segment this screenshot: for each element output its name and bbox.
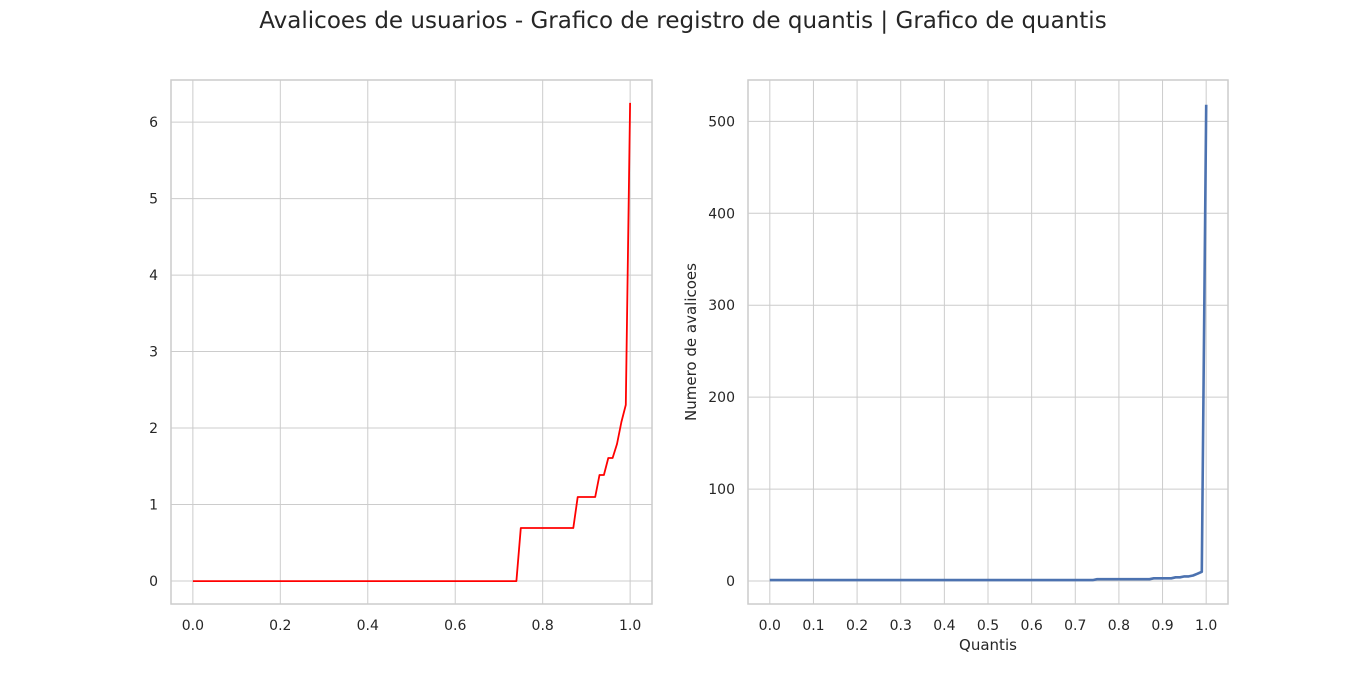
right-y-tick-label: 0: [726, 574, 735, 590]
left-x-tick-label: 0.0: [182, 618, 204, 634]
right-chart-quantile: 0.0 0.1 0.2 0.3 0.4 0.5 0.6 0.7 0.8 0.9 1.0 0 100 200…: [682, 79, 1229, 654]
right-x-tick-label: 0.5: [977, 618, 999, 634]
left-x-tick-label: 0.4: [357, 618, 379, 634]
right-plot-frame: [747, 79, 1229, 605]
figure-title: Avalicoes de usuarios - Grafico de regis…: [259, 8, 1107, 34]
left-y-tick-label: 6: [149, 115, 158, 131]
left-y-tick-label: 2: [149, 421, 158, 437]
right-y-tick-label: 500: [708, 114, 735, 130]
left-y-tick-label: 1: [149, 498, 158, 514]
left-chart-quantile-log: 0.0 0.2 0.4 0.6 0.8 1.0 0 1 2 3 4 5 6: [149, 79, 653, 634]
right-x-tick-label: 0.0: [759, 618, 781, 634]
left-plot-frame: [170, 79, 653, 605]
right-x-tick-label: 0.6: [1021, 618, 1043, 634]
left-x-tick-label: 0.2: [269, 618, 291, 634]
right-x-tick-label: 0.1: [802, 618, 824, 634]
right-x-tick-label: 1.0: [1195, 618, 1217, 634]
left-y-tick-label: 3: [149, 345, 158, 361]
right-x-tick-label: 0.8: [1108, 618, 1130, 634]
right-y-axis-title: Numero de avalicoes: [682, 263, 700, 421]
right-x-tick-label: 0.2: [846, 618, 868, 634]
right-series-line: [769, 104, 1208, 582]
left-x-tick-label: 1.0: [619, 618, 641, 634]
right-y-tick-label: 400: [708, 206, 735, 222]
left-x-tick-label: 0.6: [444, 618, 466, 634]
right-y-tick-label: 200: [708, 390, 735, 406]
left-series-line: [192, 102, 631, 582]
left-y-tick-label: 4: [149, 268, 158, 284]
right-x-tick-label: 0.7: [1064, 618, 1086, 634]
right-y-tick-label: 100: [708, 482, 735, 498]
right-x-tick-label: 0.3: [890, 618, 912, 634]
right-x-tick-label: 0.4: [933, 618, 955, 634]
right-x-tick-label: 0.9: [1151, 618, 1173, 634]
left-y-tick-label: 5: [149, 192, 158, 208]
left-x-tick-label: 0.8: [532, 618, 554, 634]
left-y-tick-label: 0: [149, 574, 158, 590]
right-y-tick-label: 300: [708, 298, 735, 314]
right-x-axis-title: Quantis: [959, 636, 1017, 654]
